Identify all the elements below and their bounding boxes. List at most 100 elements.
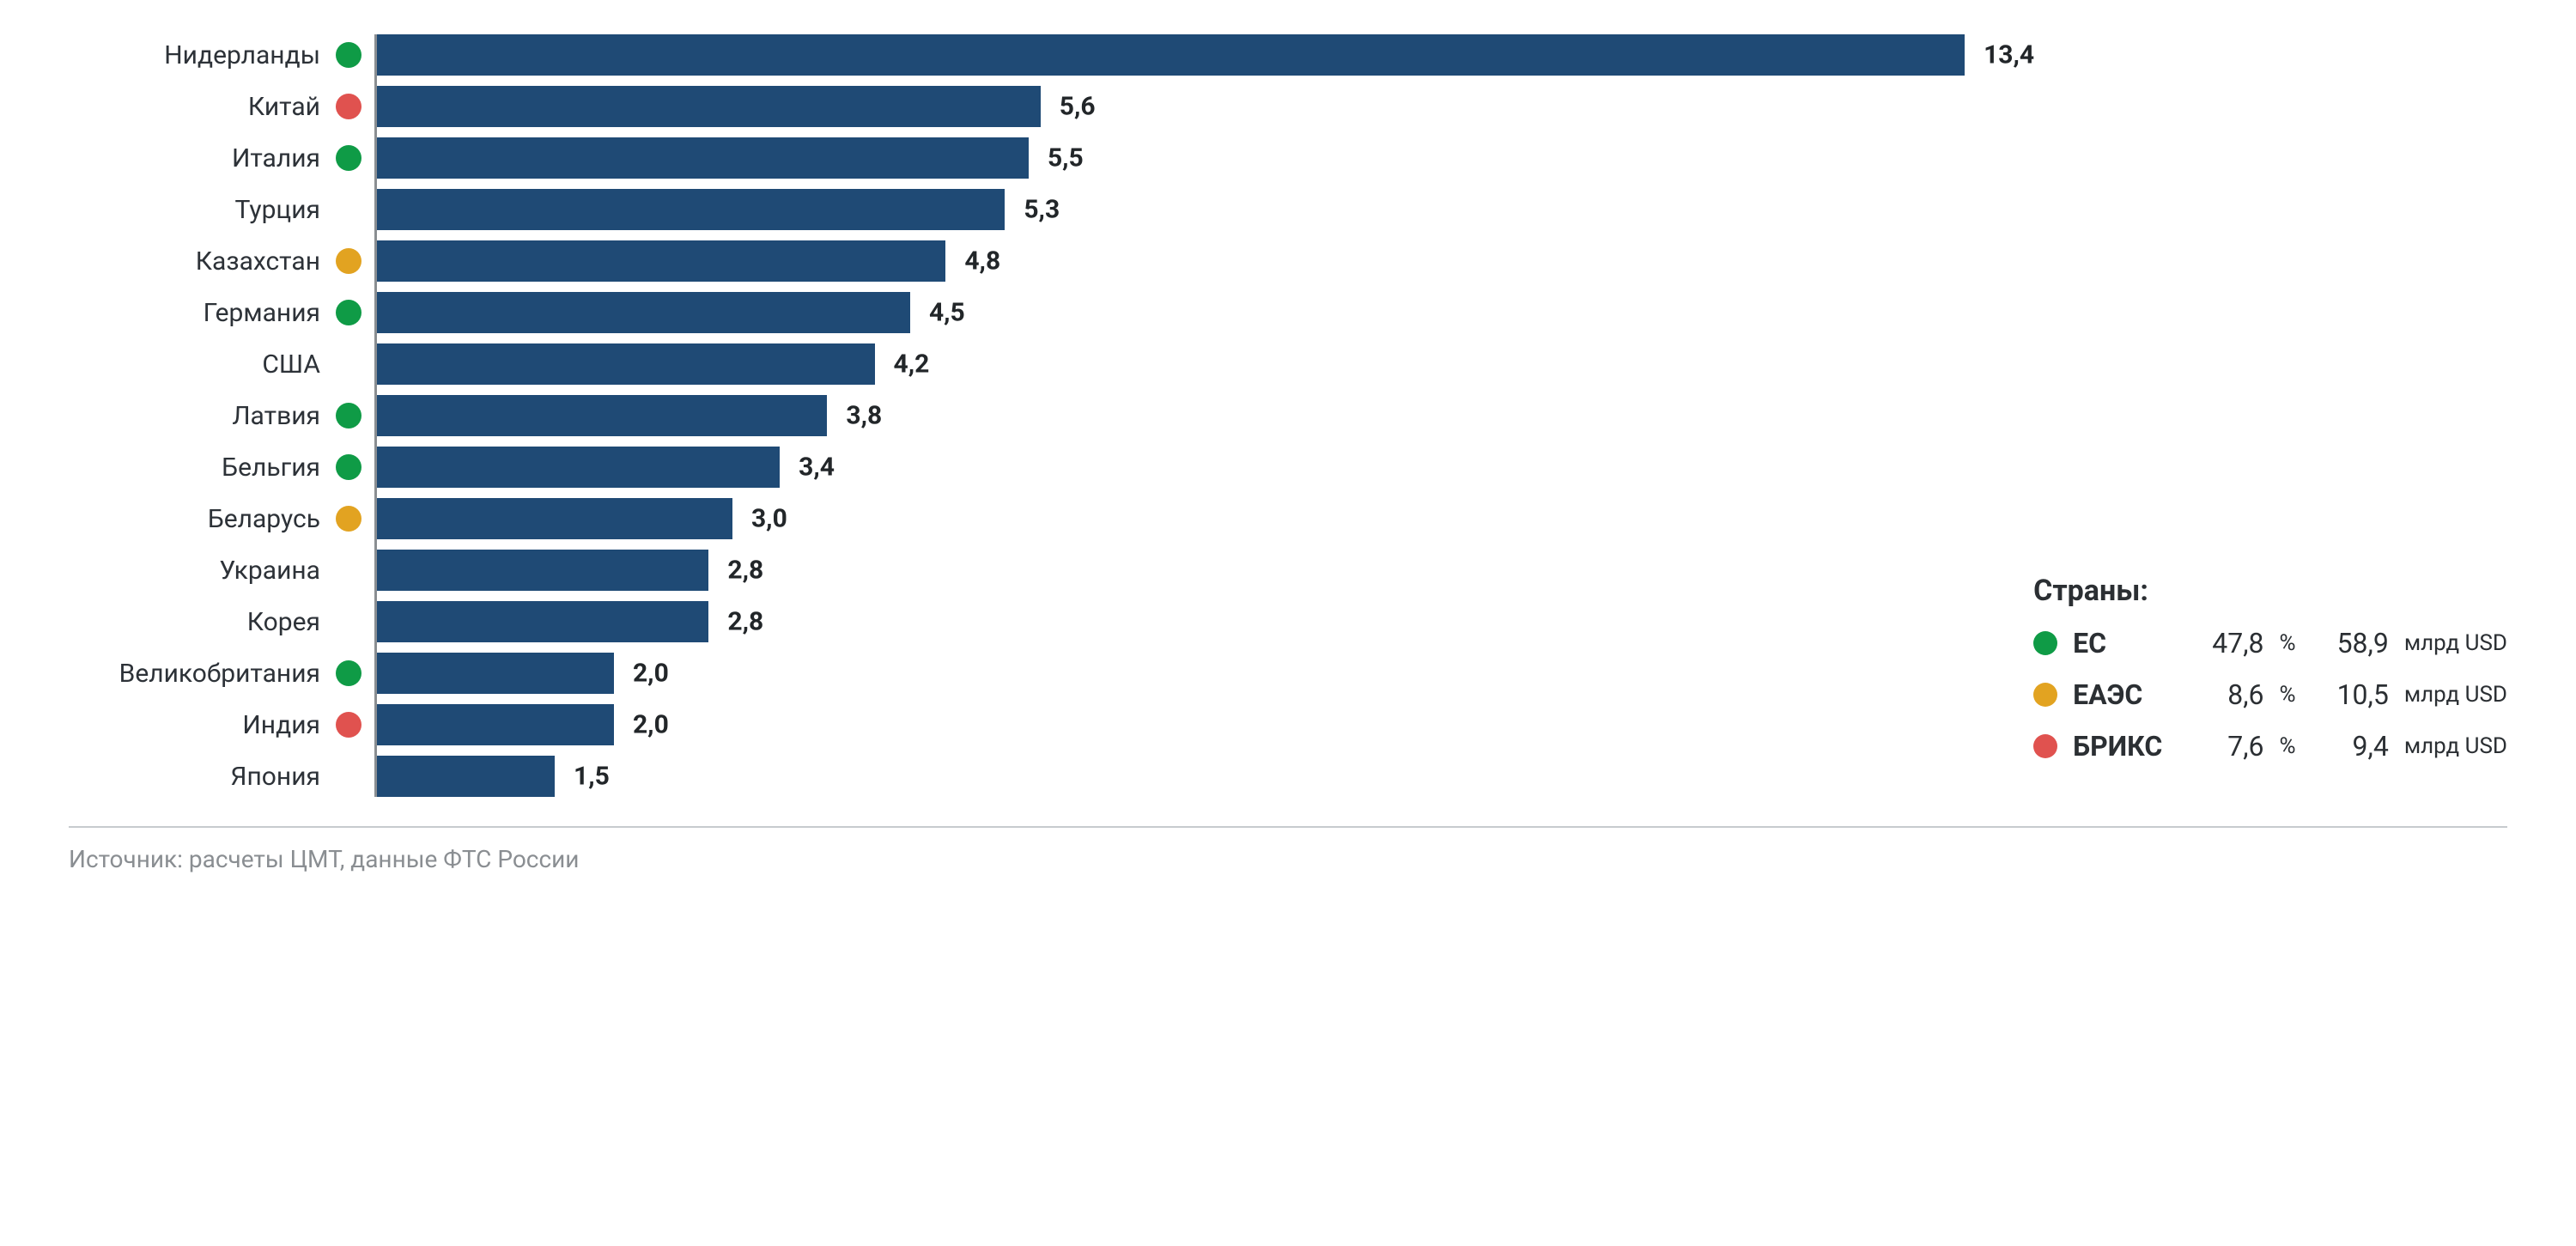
bar-row: Корея2,8 bbox=[377, 601, 1965, 642]
bar-label: Беларусь bbox=[208, 504, 320, 534]
bar-label-block: Индия bbox=[71, 710, 377, 740]
bar-row: Латвия3,8 bbox=[377, 395, 1965, 436]
bar-label: Бельгия bbox=[222, 453, 320, 483]
legend-percent: 8,6 bbox=[2178, 678, 2263, 711]
group-marker-dot bbox=[336, 454, 361, 480]
legend-dot bbox=[2033, 631, 2057, 655]
bar-value: 5,5 bbox=[1048, 143, 1084, 173]
source-text: Источник: расчеты ЦМТ, данные ФТС России bbox=[69, 845, 2507, 873]
bar-value: 3,4 bbox=[799, 453, 835, 483]
legend-percent-unit: % bbox=[2280, 630, 2296, 656]
bar-label-block: Турция bbox=[71, 195, 377, 225]
group-marker-dot bbox=[336, 248, 361, 274]
bar-label-block: Латвия bbox=[71, 401, 377, 431]
bar-track: 4,2 bbox=[377, 343, 1965, 385]
bar bbox=[377, 137, 1029, 179]
marker-spacer bbox=[336, 351, 361, 377]
group-marker-dot bbox=[336, 42, 361, 68]
bar-label: Латвия bbox=[232, 401, 320, 431]
bar-track: 5,5 bbox=[377, 137, 1965, 179]
bar-value: 13,4 bbox=[1984, 40, 2034, 70]
legend-amount-unit: млрд USD bbox=[2404, 733, 2507, 759]
bar-track: 2,8 bbox=[377, 550, 1965, 591]
group-marker-dot bbox=[336, 94, 361, 119]
marker-spacer bbox=[336, 763, 361, 789]
bar-label-block: Китай bbox=[71, 92, 377, 122]
bar-label: Великобритания bbox=[119, 659, 320, 689]
bar-value: 1,5 bbox=[574, 762, 610, 792]
bar bbox=[377, 704, 614, 745]
legend-percent: 47,8 bbox=[2178, 627, 2263, 659]
bar-row: Беларусь3,0 bbox=[377, 498, 1965, 539]
bar-label: Индия bbox=[242, 710, 320, 740]
legend-percent-unit: % bbox=[2280, 682, 2296, 708]
legend-title: Страны: bbox=[2033, 574, 2507, 608]
bar-value: 2,0 bbox=[633, 659, 669, 689]
legend-name: ЕАЭС bbox=[2073, 678, 2162, 711]
bar-track: 4,5 bbox=[377, 292, 1965, 333]
bar-track: 13,4 bbox=[377, 34, 1965, 76]
bar-label: Украина bbox=[219, 556, 320, 586]
bar bbox=[377, 34, 1965, 76]
bar-label: Нидерланды bbox=[164, 40, 320, 70]
bar-row: Украина2,8 bbox=[377, 550, 1965, 591]
legend-amount-unit: млрд USD bbox=[2404, 630, 2507, 656]
bar bbox=[377, 292, 910, 333]
bar-track: 2,0 bbox=[377, 653, 1965, 694]
bar-row: Германия4,5 bbox=[377, 292, 1965, 333]
bar-value: 3,0 bbox=[751, 504, 787, 534]
marker-spacer bbox=[336, 609, 361, 635]
bar-track: 3,0 bbox=[377, 498, 1965, 539]
bar-label: Италия bbox=[232, 143, 320, 173]
divider bbox=[69, 826, 2507, 828]
chart-columns: Нидерланды13,4Китай5,6Италия5,5Турция5,3… bbox=[69, 34, 2507, 797]
legend-name: БРИКС bbox=[2073, 730, 2162, 763]
group-marker-dot bbox=[336, 403, 361, 429]
legend-amount-unit: млрд USD bbox=[2404, 682, 2507, 708]
legend-percent-unit: % bbox=[2280, 733, 2296, 759]
bar-value: 3,8 bbox=[846, 401, 882, 431]
bar-track: 5,6 bbox=[377, 86, 1965, 127]
bar-value: 2,8 bbox=[727, 556, 763, 586]
legend-amount: 9,4 bbox=[2312, 730, 2389, 763]
bar bbox=[377, 653, 614, 694]
marker-spacer bbox=[336, 557, 361, 583]
bar bbox=[377, 240, 945, 282]
bar-value: 4,5 bbox=[929, 298, 965, 328]
marker-spacer bbox=[336, 197, 361, 222]
legend-dot bbox=[2033, 683, 2057, 707]
bar-label-block: Великобритания bbox=[71, 659, 377, 689]
bar-chart: Нидерланды13,4Китай5,6Италия5,5Турция5,3… bbox=[374, 34, 1965, 797]
group-marker-dot bbox=[336, 506, 361, 532]
bar-row: Италия5,5 bbox=[377, 137, 1965, 179]
bar-track: 1,5 bbox=[377, 756, 1965, 797]
legend-amount: 10,5 bbox=[2312, 678, 2389, 711]
bar-label-block: Германия bbox=[71, 298, 377, 328]
bar-row: Китай5,6 bbox=[377, 86, 1965, 127]
bar-row: Великобритания2,0 bbox=[377, 653, 1965, 694]
legend-name: ЕС bbox=[2073, 627, 2162, 659]
bar-label-block: Украина bbox=[71, 556, 377, 586]
legend-column: Страны: ЕС 47,8% 58,9 млрд USD ЕАЭС 8,6% 10,5 м… bbox=[2033, 574, 2507, 797]
bar-label-block: Казахстан bbox=[71, 246, 377, 277]
bar-label: Турция bbox=[235, 195, 320, 225]
bar-track: 2,0 bbox=[377, 704, 1965, 745]
bar-row: Япония1,5 bbox=[377, 756, 1965, 797]
legend-percent: 7,6 bbox=[2178, 730, 2263, 763]
bar-label-block: Нидерланды bbox=[71, 40, 377, 70]
bar bbox=[377, 343, 875, 385]
bar bbox=[377, 550, 708, 591]
bar bbox=[377, 86, 1041, 127]
bar-track: 4,8 bbox=[377, 240, 1965, 282]
bar-label: Китай bbox=[248, 92, 320, 122]
legend-amount: 58,9 bbox=[2312, 627, 2389, 659]
bar bbox=[377, 601, 708, 642]
bar-value: 2,8 bbox=[727, 607, 763, 637]
bar-row: Нидерланды13,4 bbox=[377, 34, 1965, 76]
bar bbox=[377, 447, 780, 488]
chart-container: Нидерланды13,4Китай5,6Италия5,5Турция5,3… bbox=[0, 0, 2576, 899]
bar-value: 4,8 bbox=[964, 246, 1000, 277]
bar-label: Германия bbox=[204, 298, 320, 328]
bar-track: 3,4 bbox=[377, 447, 1965, 488]
bar-label: США bbox=[262, 349, 320, 380]
